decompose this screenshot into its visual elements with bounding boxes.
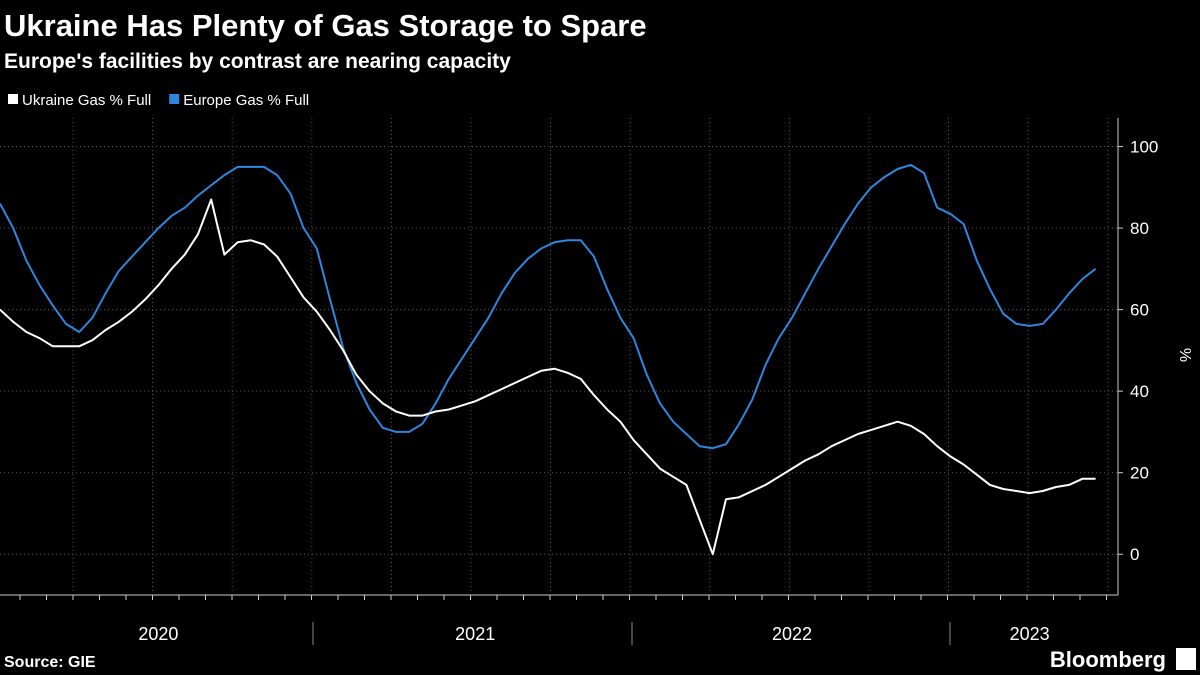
chart-title: Ukraine Has Plenty of Gas Storage to Spa…	[4, 8, 647, 43]
y-tick-label: 80	[1130, 219, 1149, 238]
x-tick-label: 2021	[455, 624, 495, 644]
x-tick-label: 2022	[772, 624, 812, 644]
brand-icon	[1176, 648, 1196, 670]
y-axis-label: %	[1176, 348, 1193, 362]
brand: Bloomberg	[1050, 647, 1166, 672]
y-tick-label: 20	[1130, 464, 1149, 483]
legend-swatch	[169, 94, 180, 104]
x-tick-label: 2023	[1010, 624, 1050, 644]
legend-swatch	[8, 94, 18, 104]
legend: Ukraine Gas % Full Europe Gas % Full	[8, 92, 309, 109]
y-tick-label: 0	[1130, 545, 1139, 564]
series-line	[0, 198, 1096, 556]
y-tick-label: 40	[1130, 382, 1149, 401]
series-line	[0, 163, 1097, 450]
legend-label: Europe Gas % Full	[183, 92, 309, 109]
chart-subtitle: Europe's facilities by contrast are near…	[4, 50, 511, 73]
y-tick-label: 100	[1130, 138, 1158, 157]
y-tick-label: 60	[1130, 301, 1149, 320]
x-tick-label: 2020	[138, 624, 178, 644]
legend-label: Ukraine Gas % Full	[22, 92, 151, 109]
source: Source: GIE	[4, 654, 96, 671]
